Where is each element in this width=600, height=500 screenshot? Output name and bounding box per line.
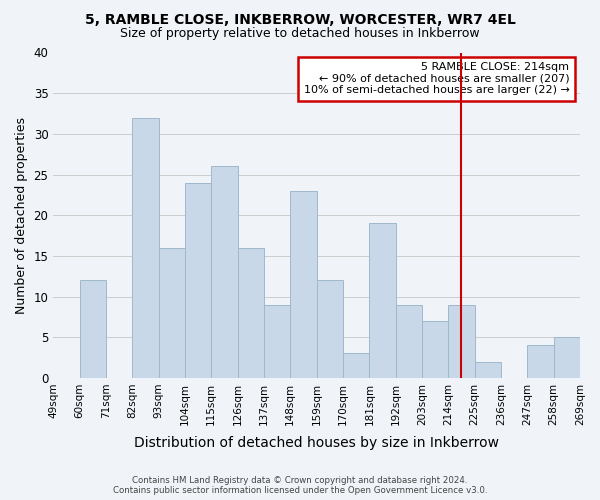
Bar [317, 280, 343, 378]
Bar [448, 304, 475, 378]
Bar [475, 362, 501, 378]
Text: 5 RAMBLE CLOSE: 214sqm
← 90% of detached houses are smaller (207)
10% of semi-de: 5 RAMBLE CLOSE: 214sqm ← 90% of detached… [304, 62, 569, 96]
Bar [343, 354, 370, 378]
Bar [80, 280, 106, 378]
Text: Size of property relative to detached houses in Inkberrow: Size of property relative to detached ho… [120, 28, 480, 40]
Y-axis label: Number of detached properties: Number of detached properties [15, 116, 28, 314]
Bar [238, 248, 264, 378]
Bar [132, 118, 158, 378]
Bar [395, 304, 422, 378]
Bar [158, 248, 185, 378]
Text: Contains HM Land Registry data © Crown copyright and database right 2024.: Contains HM Land Registry data © Crown c… [132, 476, 468, 485]
Text: Contains public sector information licensed under the Open Government Licence v3: Contains public sector information licen… [113, 486, 487, 495]
Bar [264, 304, 290, 378]
X-axis label: Distribution of detached houses by size in Inkberrow: Distribution of detached houses by size … [134, 436, 499, 450]
Text: 5, RAMBLE CLOSE, INKBERROW, WORCESTER, WR7 4EL: 5, RAMBLE CLOSE, INKBERROW, WORCESTER, W… [85, 12, 515, 26]
Bar [211, 166, 238, 378]
Bar [370, 224, 395, 378]
Bar [290, 191, 317, 378]
Bar [185, 182, 211, 378]
Bar [554, 337, 580, 378]
Bar [422, 321, 448, 378]
Bar [527, 346, 554, 378]
